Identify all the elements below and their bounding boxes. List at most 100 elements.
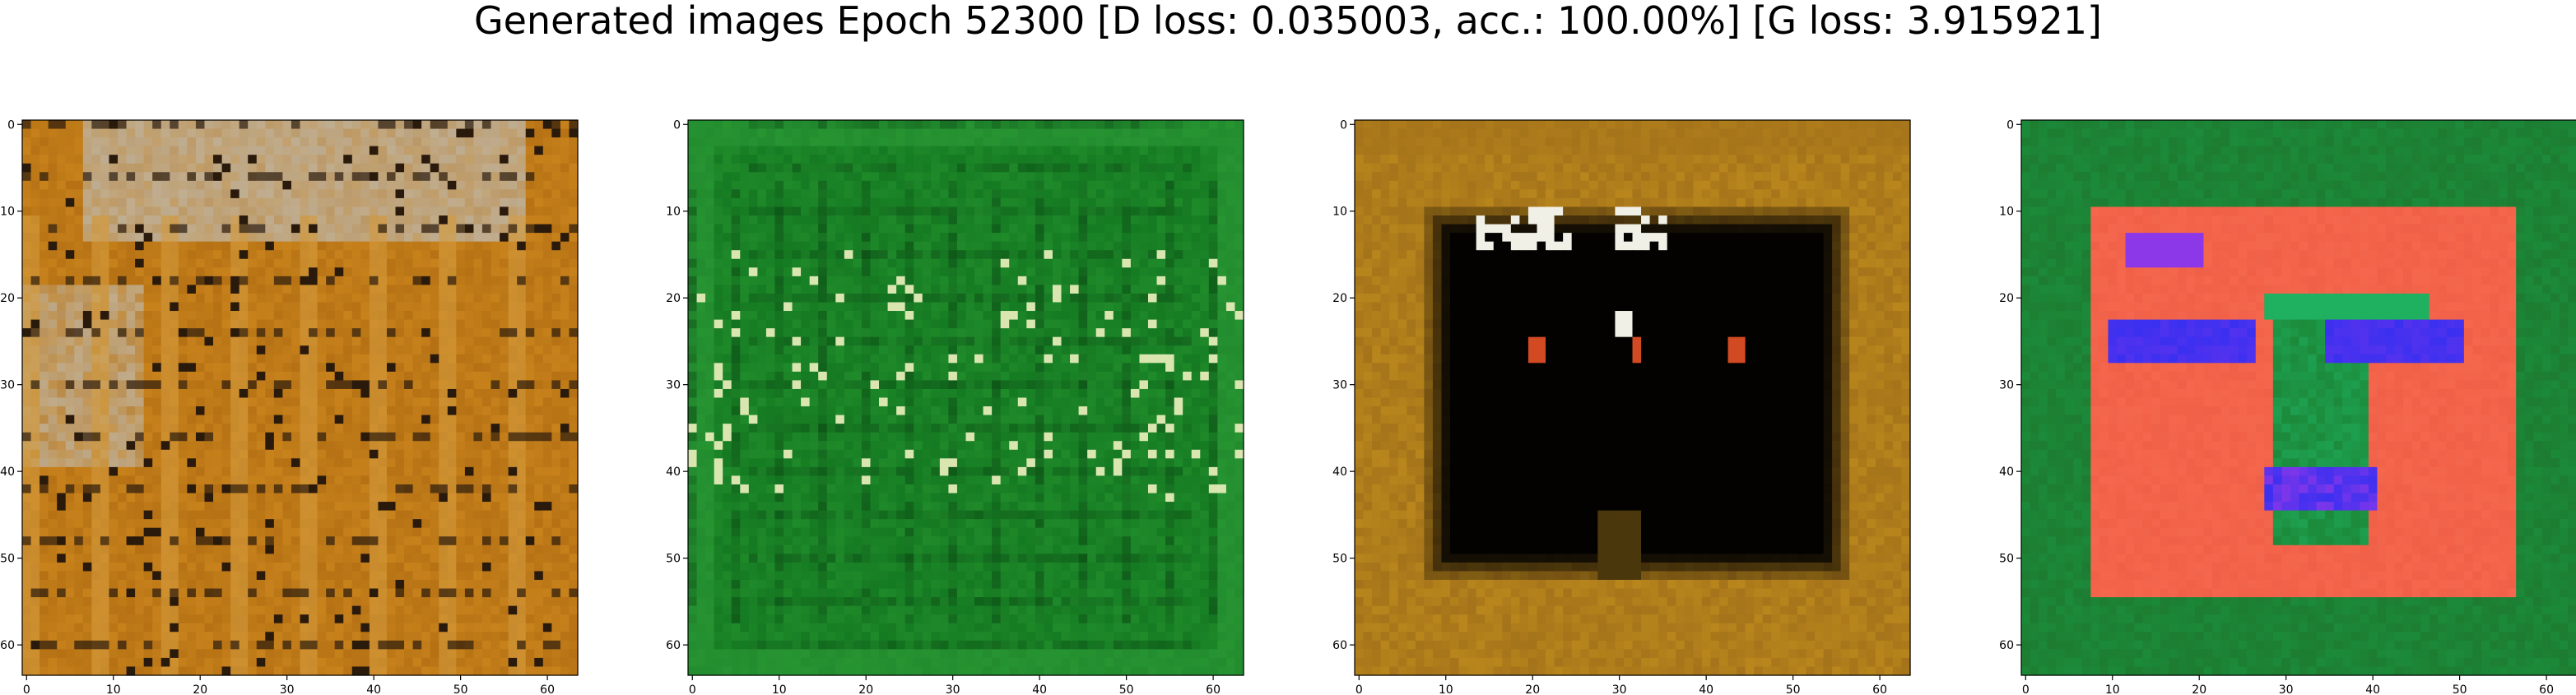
- heatmap-cell: [74, 519, 83, 528]
- heatmap-cell: [161, 666, 170, 675]
- heatmap-cell: [413, 389, 422, 398]
- heatmap-cell: [569, 606, 578, 615]
- heatmap-cell: [966, 146, 975, 155]
- heatmap-cell: [187, 433, 196, 442]
- heatmap-cell: [948, 181, 957, 190]
- heatmap-cell: [491, 285, 500, 294]
- heatmap-cell: [500, 649, 509, 658]
- heatmap-cell: [396, 198, 405, 207]
- heatmap-cell: [222, 242, 231, 251]
- heatmap-cell: [343, 536, 352, 545]
- heatmap-cell: [439, 606, 448, 615]
- heatmap-cell: [500, 519, 509, 528]
- heatmap-cell: [135, 181, 144, 190]
- heatmap-cell: [335, 311, 344, 320]
- heatmap-cell: [66, 450, 75, 459]
- heatmap-cell: [526, 198, 535, 207]
- heatmap-cell: [282, 389, 291, 398]
- heatmap-cell: [1044, 129, 1053, 138]
- heatmap-cell: [274, 320, 283, 329]
- heatmap-cell: [509, 406, 518, 415]
- heatmap-cell: [57, 225, 66, 234]
- heatmap-cell: [1174, 172, 1183, 181]
- heatmap-cell: [257, 580, 266, 589]
- heatmap-cell: [526, 372, 535, 381]
- heatmap-cell: [482, 276, 491, 285]
- heatmap-cell: [57, 580, 66, 589]
- heatmap-cell: [291, 475, 300, 484]
- heatmap-cell: [66, 345, 75, 354]
- heatmap-cell: [40, 519, 49, 528]
- heatmap-cell: [161, 164, 170, 173]
- heatmap-cell: [413, 146, 422, 155]
- heatmap-cell: [257, 563, 266, 572]
- heatmap-cell: [343, 172, 352, 181]
- heatmap-cell: [309, 189, 318, 198]
- heatmap-cell: [413, 458, 422, 467]
- heatmap-cell: [74, 259, 83, 268]
- heatmap-cell: [465, 475, 474, 484]
- heatmap-cell: [248, 215, 257, 225]
- heatmap-cell: [534, 424, 543, 433]
- heatmap-cell: [534, 597, 543, 606]
- heatmap-cell: [57, 259, 66, 268]
- heatmap-cell: [509, 597, 518, 606]
- heatmap-cell: [335, 242, 344, 251]
- heatmap-cell: [560, 433, 570, 442]
- heatmap-cell: [309, 137, 318, 146]
- heatmap-cell: [1226, 215, 1235, 225]
- heatmap-cell: [396, 164, 405, 173]
- heatmap-cell: [551, 406, 560, 415]
- heatmap-cell: [526, 242, 535, 251]
- heatmap-cell: [91, 354, 100, 364]
- heatmap-cell: [196, 589, 205, 598]
- heatmap-cell: [473, 606, 482, 615]
- heatmap-cell: [439, 502, 448, 511]
- heatmap-cell: [948, 198, 957, 207]
- heatmap-cell: [118, 658, 127, 667]
- heatmap-cell: [343, 233, 352, 242]
- heatmap-cell: [370, 250, 379, 259]
- heatmap-cell: [335, 172, 344, 181]
- heatmap-cell: [74, 354, 83, 364]
- heatmap-cell: [57, 554, 66, 563]
- heatmap-cell: [948, 233, 957, 242]
- heatmap-cell: [491, 597, 500, 606]
- heatmap-cell: [257, 206, 266, 215]
- heatmap-cell: [291, 320, 300, 329]
- heatmap-cell: [370, 311, 379, 320]
- heatmap-cell: [448, 146, 457, 155]
- heatmap-cell: [473, 172, 482, 181]
- heatmap-cell: [343, 424, 352, 433]
- heatmap-cell: [318, 614, 327, 623]
- heatmap-cell: [222, 519, 231, 528]
- heatmap-cell: [309, 380, 318, 389]
- heatmap-cell: [161, 415, 170, 424]
- heatmap-cell: [974, 198, 983, 207]
- heatmap-cell: [352, 259, 361, 268]
- heatmap-cell: [326, 589, 335, 598]
- heatmap-cell: [439, 433, 448, 442]
- heatmap-cell: [1183, 189, 1192, 198]
- heatmap-cell: [387, 164, 396, 173]
- heatmap-cell: [352, 614, 361, 623]
- heatmap-cell: [309, 250, 318, 259]
- heatmap-cell: [118, 623, 127, 632]
- heatmap-cell: [396, 571, 405, 580]
- heatmap-cell: [239, 380, 249, 389]
- heatmap-cell: [109, 589, 118, 598]
- heatmap-cell: [413, 623, 422, 632]
- heatmap-cell: [31, 363, 40, 372]
- heatmap-cell: [439, 206, 448, 215]
- heatmap-cell: [396, 389, 405, 398]
- heatmap-cell: [187, 328, 196, 337]
- heatmap-cell: [1087, 206, 1096, 215]
- heatmap-cell: [1053, 189, 1062, 198]
- heatmap-cell: [74, 571, 83, 580]
- heatmap-cell: [491, 276, 500, 285]
- heatmap-cell: [335, 363, 344, 372]
- heatmap-cell: [517, 389, 526, 398]
- heatmap-cell: [343, 589, 352, 598]
- heatmap-cell: [326, 337, 335, 346]
- heatmap-cell: [482, 406, 491, 415]
